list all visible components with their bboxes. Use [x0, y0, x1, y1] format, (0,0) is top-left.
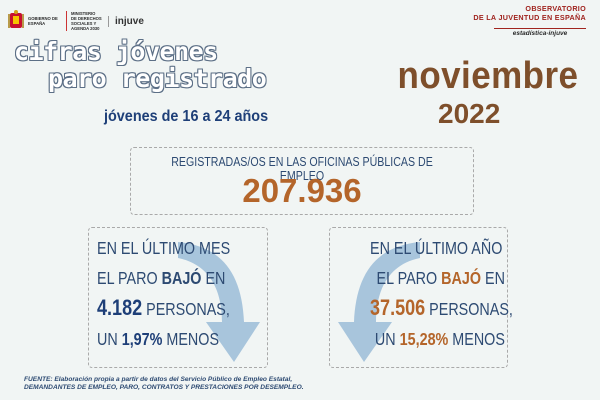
title-line1: cifras jóvenes	[14, 37, 218, 66]
yearly-number: 37.506	[370, 295, 426, 320]
yearly-verb: BAJÓ	[441, 268, 482, 288]
footer-line2: DEMANDANTES DE EMPLEO, PARO, CONTRATOS Y…	[24, 384, 304, 391]
footer-line1: FUENTE: Elaboración propia a partir de d…	[24, 376, 293, 383]
observatory-line2: DE LA JUVENTUD EN ESPAÑA	[473, 12, 586, 22]
coat-of-arms-icon	[8, 10, 24, 28]
monthly-box	[88, 227, 268, 368]
yearly-box	[329, 227, 508, 368]
monthly-line1: EN EL ÚLTIMO MES	[97, 238, 231, 258]
period-year: 2022	[438, 98, 501, 129]
monthly-line2: EL PARO BAJÓ EN	[97, 263, 230, 293]
monthly-line4-a: UN	[97, 329, 122, 349]
observatory-line3: estadística-injuve	[494, 28, 586, 37]
registered-box	[130, 147, 474, 215]
monthly-line3: 4.182 PERSONAS,	[97, 293, 230, 324]
page-title: cifras jóvenes paro registrado	[14, 37, 267, 93]
registered-label-text: REGISTRADAS/OS EN LAS OFICINAS PÚBLICAS …	[171, 155, 433, 183]
monthly-verb: BAJÓ	[161, 268, 202, 288]
yearly-line2: EL PARO BAJÓ EN	[370, 263, 513, 293]
observatory-line1: OBSERVATORIO	[525, 4, 586, 13]
yearly-unit: PERSONAS,	[425, 299, 513, 319]
page-subtitle: jóvenes de 16 a 24 años	[104, 108, 269, 125]
yearly-text: EN EL ÚLTIMO AÑO EL PARO BAJÓ EN 37.506 …	[370, 233, 513, 354]
source-footer: FUENTE: Elaboración propia a partir de d…	[24, 376, 304, 392]
yearly-line1: EN EL ÚLTIMO AÑO	[370, 238, 503, 258]
yearly-line4: UN 15,28% MENOS	[370, 324, 513, 354]
yearly-line4-b: MENOS	[448, 329, 505, 349]
monthly-text: EN EL ÚLTIMO MES EL PARO BAJÓ EN 4.182 P…	[97, 233, 230, 354]
monthly-percent: 1,97%	[121, 329, 163, 349]
monthly-unit: PERSONAS,	[142, 299, 230, 319]
yearly-line3: 37.506 PERSONAS,	[370, 293, 513, 324]
yearly-line4-a: UN	[374, 329, 400, 349]
registered-label: REGISTRADAS/OS EN LAS OFICINAS PÚBLICAS …	[130, 155, 474, 183]
monthly-line4-b: MENOS	[162, 329, 220, 349]
monthly-number: 4.182	[97, 295, 143, 320]
ministry-label: Ministerio de Derechos Sociales y Agenda…	[66, 11, 102, 31]
monthly-line2-a: EL PARO	[97, 268, 162, 288]
header-logos: Gobierno de España Ministerio de Derecho…	[8, 9, 144, 33]
yearly-line2-a: EL PARO	[376, 268, 442, 288]
injuve-logo: injuve	[108, 15, 144, 27]
observatory-logo: OBSERVATORIO DE LA JUVENTUD EN ESPAÑA es…	[386, 4, 586, 40]
registered-value: 207.936	[242, 172, 362, 209]
yearly-line2-c: EN	[481, 268, 505, 288]
yearly-percent: 15,28%	[399, 329, 449, 349]
monthly-line2-c: EN	[201, 268, 226, 288]
title-line2: paro registrado	[48, 64, 267, 93]
period-month: noviembre	[397, 55, 579, 97]
government-label: Gobierno de España	[28, 16, 58, 26]
monthly-line4: UN 1,97% MENOS	[97, 324, 230, 354]
injuve-logo-text: injuve	[115, 15, 144, 27]
